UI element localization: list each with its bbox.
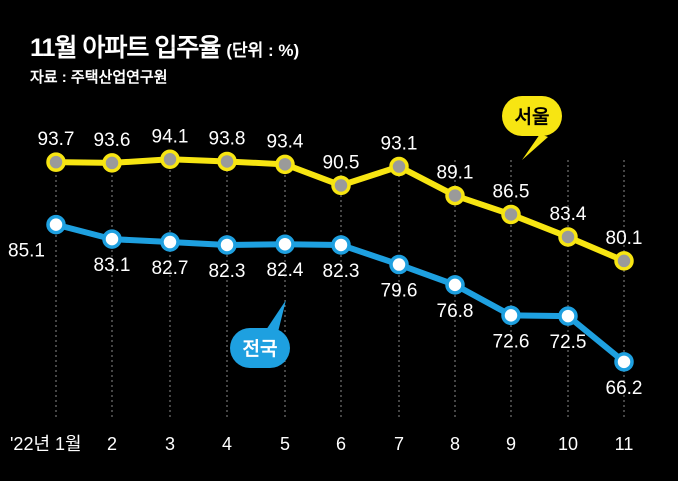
national-data-label: 66.2 <box>606 378 643 399</box>
national-data-label: 83.1 <box>94 255 131 276</box>
x-tick-label: 11 <box>615 434 634 454</box>
seoul-series-point <box>614 251 634 271</box>
national-data-label: 79.6 <box>381 281 418 302</box>
national-data-label: 76.8 <box>437 301 474 322</box>
seoul-data-label: 90.5 <box>323 152 360 173</box>
seoul-series-point <box>275 154 295 175</box>
national-series-point <box>445 275 465 295</box>
x-tick-label: 2 <box>107 434 117 454</box>
x-tick-label: 10 <box>558 434 578 454</box>
x-tick-label: 9 <box>506 434 516 454</box>
seoul-data-label: 93.6 <box>94 130 131 151</box>
seoul-data-label: 93.8 <box>209 128 246 149</box>
national-series-point <box>275 234 295 254</box>
national-series-point <box>102 229 122 249</box>
national-series-point <box>46 214 66 235</box>
national-series-point <box>558 306 578 326</box>
seoul-series-point <box>445 185 465 206</box>
national-data-label: 85.1 <box>8 241 45 262</box>
x-tick-label: '22년 1월 <box>10 434 82 454</box>
national-data-label: 72.5 <box>550 332 587 353</box>
seoul-series-point <box>217 151 237 172</box>
seoul-data-label: 89.1 <box>437 163 474 184</box>
x-tick-label: 5 <box>280 434 290 454</box>
seoul-legend-label: 서울 <box>515 106 550 128</box>
national-data-label: 82.7 <box>152 258 189 279</box>
national-series-point <box>217 235 237 255</box>
seoul-series-point <box>46 152 66 172</box>
national-series-point <box>389 254 409 275</box>
national-legend-bubble <box>230 328 290 368</box>
x-tick-label: 8 <box>450 434 460 454</box>
seoul-data-label: 86.5 <box>493 181 530 202</box>
national-data-label: 82.3 <box>323 261 360 282</box>
seoul-legend-bubble <box>502 96 562 136</box>
x-tick-label: 6 <box>336 434 346 454</box>
seoul-data-label: 93.7 <box>38 129 75 150</box>
national-series-point <box>614 352 634 372</box>
national-series-point <box>160 232 180 252</box>
national-data-label: 82.4 <box>267 260 304 281</box>
seoul-series-point <box>331 175 351 196</box>
x-tick-label: 7 <box>394 434 404 454</box>
unit-label: (단위 : %) <box>226 41 300 60</box>
seoul-series-point <box>389 156 409 177</box>
source-label: 자료 : 주택산업연구원 <box>30 69 168 86</box>
seoul-series-point <box>102 153 122 173</box>
national-data-label: 82.3 <box>209 261 246 282</box>
national-series-point <box>501 305 521 326</box>
national-data-label: 72.6 <box>493 331 530 352</box>
x-tick-label: 3 <box>165 434 175 454</box>
seoul-data-label: 94.1 <box>152 126 189 147</box>
seoul-series-point <box>558 227 578 247</box>
chart-header: 11월 아파트 입주율 (단위 : %) <box>30 28 299 64</box>
seoul-data-label: 93.1 <box>381 134 418 155</box>
seoul-data-label: 83.4 <box>550 204 587 225</box>
seoul-bubble-tail <box>522 134 548 160</box>
seoul-data-label: 93.4 <box>267 131 304 152</box>
national-legend-label: 전국 <box>243 338 278 360</box>
national-series-point <box>331 235 351 255</box>
seoul-data-label: 80.1 <box>606 228 643 249</box>
seoul-series-point <box>501 204 521 225</box>
seoul-series-point <box>160 149 180 170</box>
chart-title: 11월 아파트 입주율 <box>30 34 221 62</box>
x-tick-label: 4 <box>222 434 232 454</box>
